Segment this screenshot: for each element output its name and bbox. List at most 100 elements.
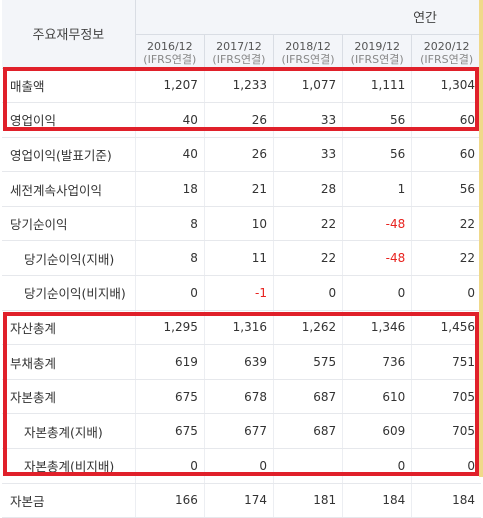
value-cell: 0 — [203, 448, 274, 484]
basis-label: (IFRS연결) — [281, 52, 335, 66]
table-label-header: 주요재무정보 — [2, 0, 136, 69]
value-cell: 33 — [272, 102, 343, 138]
value-cell: -48 — [342, 240, 412, 277]
value-cell: 40 — [134, 102, 205, 138]
basis-label: (IFRS연결) — [143, 52, 197, 66]
table-row: 세전계속사업이익 18 21 28 1 56 — [2, 171, 481, 207]
table-row: 자본금 166 174 181 184 184 — [2, 483, 481, 518]
row-label[interactable]: 자본총계 — [2, 379, 136, 415]
row-label[interactable]: 당기순이익(비지배) — [2, 275, 136, 311]
value-cell: 1,304 — [411, 68, 481, 104]
row-label[interactable]: 당기순이익(지배) — [2, 240, 136, 277]
value-cell — [272, 448, 343, 484]
value-cell: 1,233 — [203, 68, 274, 104]
value-cell: 0 — [134, 448, 205, 484]
year-label: 2018/12 — [285, 39, 331, 53]
value-cell: 1,316 — [203, 310, 274, 346]
year-header[interactable]: 2016/12 (IFRS연결) — [134, 34, 205, 69]
year-label: 2016/12 — [146, 39, 193, 53]
value-cell: 1,346 — [342, 310, 412, 346]
value-cell: 705 — [411, 413, 481, 450]
table-row: 자본총계(지배) 675 677 687 609 705 — [2, 413, 481, 450]
year-header[interactable]: 2018/12 (IFRS연결) — [272, 34, 343, 69]
row-label[interactable]: 세전계속사업이익 — [2, 171, 136, 207]
row-label[interactable]: 영업이익 — [2, 102, 136, 138]
value-cell: 675 — [134, 379, 205, 415]
table-row: 당기순이익(비지배) 0 -1 0 0 0 — [2, 275, 481, 311]
value-cell: 639 — [203, 344, 274, 380]
value-cell: 1,295 — [134, 310, 205, 346]
value-cell: 181 — [272, 483, 343, 518]
value-cell: 0 — [342, 275, 412, 311]
value-cell: 33 — [272, 137, 343, 173]
value-cell: 687 — [272, 413, 343, 450]
table-row: 영업이익(발표기준) 40 26 33 56 60 — [2, 137, 481, 173]
row-label[interactable]: 자본금 — [2, 483, 136, 518]
value-cell: 166 — [134, 483, 205, 518]
value-cell: 1,111 — [342, 68, 412, 104]
value-cell: 10 — [203, 206, 274, 242]
value-cell: 1,077 — [272, 68, 343, 104]
value-cell: 56 — [342, 102, 412, 138]
year-header[interactable]: 2020/12 (IFRS연결) — [411, 34, 481, 69]
value-cell: 751 — [411, 344, 481, 380]
value-cell: 26 — [203, 137, 274, 173]
row-label[interactable]: 매출액 — [2, 68, 136, 104]
row-label[interactable]: 당기순이익 — [2, 206, 136, 242]
year-header[interactable]: 2017/12 (IFRS연결) — [203, 34, 274, 69]
value-cell: 184 — [342, 483, 412, 518]
value-cell: 0 — [411, 275, 481, 311]
value-cell: 8 — [134, 240, 205, 277]
value-cell: 609 — [342, 413, 412, 450]
table-row: 영업이익 40 26 33 56 60 — [2, 102, 481, 138]
row-label[interactable]: 자본총계(비지배) — [2, 448, 136, 484]
value-cell: 0 — [411, 448, 481, 484]
value-cell: 21 — [203, 171, 274, 207]
value-cell: -1 — [203, 275, 274, 311]
value-cell: 8 — [134, 206, 205, 242]
basis-label: (IFRS연결) — [212, 52, 266, 66]
value-cell: 60 — [411, 102, 481, 138]
value-cell: 678 — [203, 379, 274, 415]
value-cell: 56 — [411, 171, 481, 207]
basis-label: (IFRS연결) — [350, 52, 404, 66]
row-label[interactable]: 영업이익(발표기준) — [2, 137, 136, 173]
value-cell: 1,207 — [134, 68, 205, 104]
value-cell: 184 — [411, 483, 481, 518]
value-cell: 675 — [134, 413, 205, 450]
value-cell: 1,456 — [411, 310, 481, 346]
year-header[interactable]: 2019/12 (IFRS연결) — [342, 34, 412, 69]
value-cell: 174 — [203, 483, 274, 518]
period-header[interactable]: 연간 — [134, 0, 481, 35]
value-cell: 677 — [203, 413, 274, 450]
value-cell: 0 — [342, 448, 412, 484]
basis-label: (IFRS연결) — [420, 52, 474, 66]
value-cell: 22 — [411, 240, 481, 277]
value-cell: 28 — [272, 171, 343, 207]
table-row: 당기순이익(지배) 8 11 22 -48 22 — [2, 240, 481, 277]
value-cell: 11 — [203, 240, 274, 277]
table-row: 자본총계 675 678 687 610 705 — [2, 379, 481, 415]
value-cell: 1,262 — [272, 310, 343, 346]
value-cell: 26 — [203, 102, 274, 138]
value-cell: 22 — [272, 206, 343, 242]
table-row: 부채총계 619 639 575 736 751 — [2, 344, 481, 380]
row-label[interactable]: 자본총계(지배) — [2, 413, 136, 450]
value-cell: 40 — [134, 137, 205, 173]
table-row: 자본총계(비지배) 0 0 0 0 — [2, 448, 481, 484]
year-label: 2017/12 — [216, 39, 262, 53]
value-cell: 736 — [342, 344, 412, 380]
value-cell: 687 — [272, 379, 343, 415]
year-label: 2020/12 — [423, 39, 470, 53]
value-cell: 610 — [342, 379, 412, 415]
row-label[interactable]: 자산총계 — [2, 310, 136, 346]
value-cell: 22 — [272, 240, 343, 277]
value-cell: 56 — [342, 137, 412, 173]
table-row: 매출액 1,207 1,233 1,077 1,111 1,304 — [2, 68, 481, 104]
value-cell: 22 — [411, 206, 481, 242]
value-cell: 60 — [411, 137, 481, 173]
row-label[interactable]: 부채총계 — [2, 344, 136, 380]
year-label: 2019/12 — [354, 39, 401, 53]
